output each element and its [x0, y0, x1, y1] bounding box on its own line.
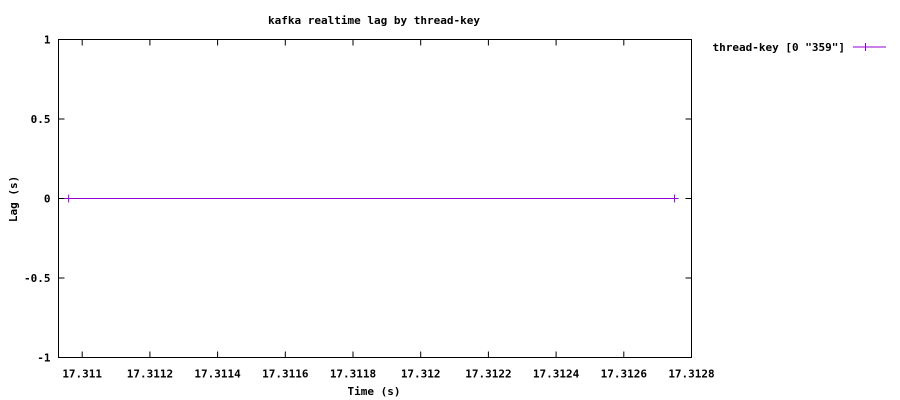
y-tick-label: 0.5 [31, 113, 51, 126]
x-tick-label: 17.312 [401, 368, 441, 381]
x-tick-label: 17.3116 [262, 368, 309, 381]
legend-label: thread-key [0 "359"] [713, 41, 845, 54]
data-point [64, 194, 73, 203]
x-tick-label: 17.3124 [533, 368, 580, 381]
y-tick-label: -0.5 [24, 272, 51, 285]
chart-title: kafka realtime lag by thread-key [268, 14, 480, 27]
data-point [670, 194, 679, 203]
y-tick-label: 0 [44, 193, 51, 206]
x-tick-label: 17.311 [62, 368, 102, 381]
y-tick-label: 1 [44, 34, 51, 47]
x-tick-label: 17.3118 [330, 368, 376, 381]
x-tick-label: 17.3126 [601, 368, 648, 381]
x-tick-label: 17.3122 [465, 368, 511, 381]
x-tick-label: 17.3112 [127, 368, 173, 381]
y-axis-label: Lag (s) [7, 176, 20, 222]
y-tick-label: -1 [37, 352, 51, 365]
x-axis-label: Time (s) [348, 385, 401, 398]
x-tick-label: 17.3128 [668, 368, 714, 381]
x-tick-label: 17.3114 [194, 368, 241, 381]
